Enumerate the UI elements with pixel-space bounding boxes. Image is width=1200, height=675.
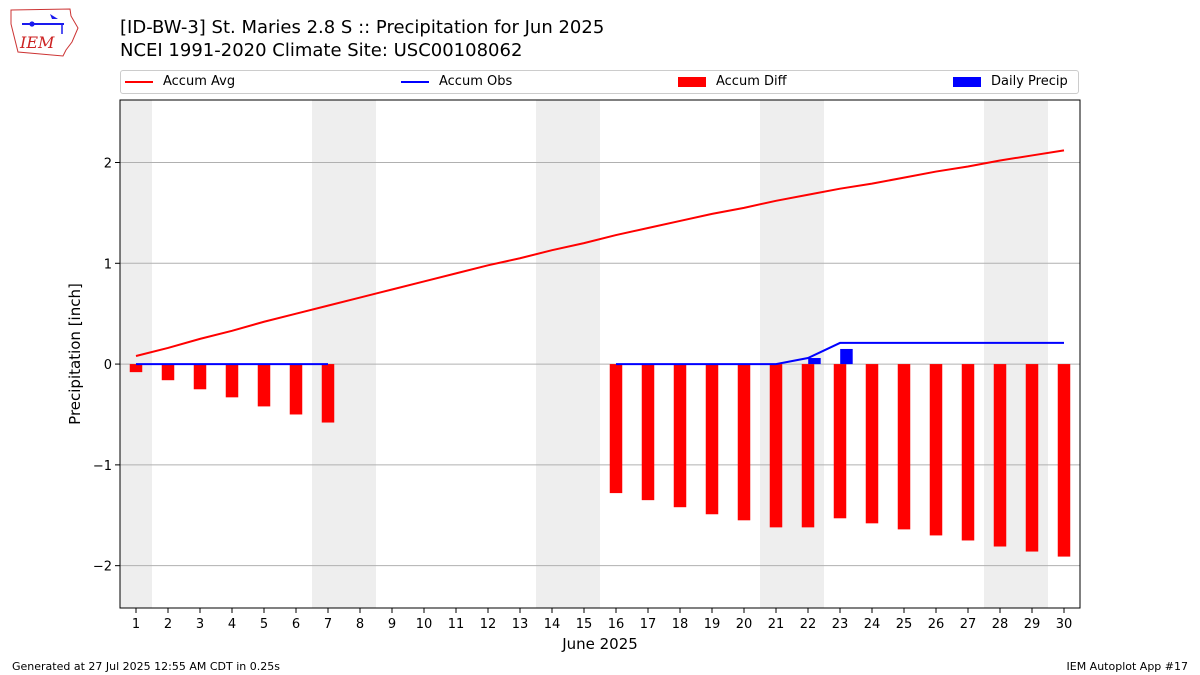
x-tick-label: 8 xyxy=(356,617,364,632)
x-tick-label: 1 xyxy=(132,617,140,632)
x-tick-label: 18 xyxy=(672,617,689,632)
daily-precip-bar xyxy=(840,348,853,365)
x-tick-label: 5 xyxy=(260,617,268,632)
x-tick-label: 15 xyxy=(576,617,593,632)
legend-swatch-accum-avg xyxy=(125,80,153,83)
x-tick-label: 26 xyxy=(928,617,945,632)
legend-label-accum-avg: Accum Avg xyxy=(163,74,236,89)
x-tick-label: 24 xyxy=(864,617,881,632)
accum-diff-bar xyxy=(865,364,879,524)
legend-item-accum-obs: Accum Obs xyxy=(401,74,512,89)
accum-avg-line xyxy=(135,149,1065,357)
accum-diff-bar xyxy=(993,364,1007,547)
accum-obs-line xyxy=(616,341,1064,366)
x-axis-label: June 2025 xyxy=(561,635,638,653)
plot-frame xyxy=(119,99,1081,609)
weekend-shade xyxy=(984,100,1048,608)
daily-precip-bar xyxy=(808,358,821,365)
accum-diff-bar xyxy=(801,364,815,528)
x-tick-label: 28 xyxy=(992,617,1009,632)
y-tick-label: 0 xyxy=(104,358,112,373)
accum-diff-bar xyxy=(225,364,239,398)
y-tick-label: −2 xyxy=(93,560,112,575)
accum-diff-bar xyxy=(737,364,751,521)
x-tick-label: 19 xyxy=(704,617,721,632)
legend-swatch-daily-precip xyxy=(953,76,981,87)
footer-app: IEM Autoplot App #17 xyxy=(1066,660,1189,673)
legend-swatch-accum-diff xyxy=(678,76,706,87)
accum-diff-bar xyxy=(769,364,783,528)
accum-diff-bar xyxy=(129,364,143,373)
accum-diff-bar xyxy=(705,364,719,515)
chart-legend: Accum Avg Accum Obs Accum Diff Daily Pre… xyxy=(120,70,1079,94)
x-tick-label: 21 xyxy=(768,617,785,632)
accum-diff-bar xyxy=(961,364,975,541)
iem-logo: IEM xyxy=(10,8,79,57)
x-tick-label: 30 xyxy=(1056,617,1073,632)
x-tick-label: 16 xyxy=(608,617,625,632)
y-tick-label: 2 xyxy=(104,156,112,171)
x-tick-label: 4 xyxy=(228,617,236,632)
accum-diff-bar xyxy=(897,364,911,530)
x-tick-label: 10 xyxy=(416,617,433,632)
accum-diff-bar xyxy=(161,364,175,381)
x-tick-label: 3 xyxy=(196,617,204,632)
accum-diff-bar xyxy=(929,364,943,536)
y-axis-label: Precipitation [inch] xyxy=(66,283,84,425)
x-tick-label: 11 xyxy=(448,617,465,632)
x-tick-label: 23 xyxy=(832,617,849,632)
x-tick-label: 29 xyxy=(1024,617,1041,632)
x-tick-label: 13 xyxy=(512,617,529,632)
logo-text: IEM xyxy=(19,33,55,52)
accum-diff-bar xyxy=(321,364,335,423)
accum-diff-bar xyxy=(641,364,655,501)
legend-swatch-accum-obs xyxy=(401,80,429,83)
x-tick-label: 14 xyxy=(544,617,561,632)
x-tick-label: 22 xyxy=(800,617,817,632)
footer-generated: Generated at 27 Jul 2025 12:55 AM CDT in… xyxy=(12,660,280,673)
accum-diff-bar xyxy=(289,364,303,415)
accum-diff-bar xyxy=(1057,364,1071,557)
y-tick-label: −1 xyxy=(93,459,112,474)
chart-title: [ID-BW-3] St. Maries 2.8 S :: Precipitat… xyxy=(120,17,605,38)
y-tick-label: 1 xyxy=(104,257,112,272)
legend-item-accum-avg: Accum Avg xyxy=(125,74,235,89)
chart-subtitle: NCEI 1991-2020 Climate Site: USC00108062 xyxy=(120,40,523,61)
x-tick-label: 20 xyxy=(736,617,753,632)
x-tick-label: 6 xyxy=(292,617,300,632)
accum-diff-bar xyxy=(833,364,847,519)
x-tick-label: 25 xyxy=(896,617,913,632)
x-tick-label: 27 xyxy=(960,617,977,632)
accum-diff-bar xyxy=(257,364,271,407)
legend-label-accum-diff: Accum Diff xyxy=(716,74,787,89)
legend-item-daily-precip: Daily Precip xyxy=(953,74,1068,89)
x-tick-label: 17 xyxy=(640,617,657,632)
weekend-shade xyxy=(536,100,600,608)
legend-item-accum-diff: Accum Diff xyxy=(678,74,787,89)
x-tick-label: 7 xyxy=(324,617,332,632)
legend-label-accum-obs: Accum Obs xyxy=(439,74,513,89)
legend-label-daily-precip: Daily Precip xyxy=(991,74,1068,89)
accum-diff-bar xyxy=(1025,364,1039,552)
x-tick-label: 9 xyxy=(388,617,396,632)
accum-diff-bar xyxy=(673,364,687,508)
x-tick-label: 12 xyxy=(480,617,497,632)
weekend-shade xyxy=(312,100,376,608)
x-tick-label: 2 xyxy=(164,617,172,632)
accum-diff-bar xyxy=(609,364,623,494)
accum-diff-bar xyxy=(193,364,207,390)
